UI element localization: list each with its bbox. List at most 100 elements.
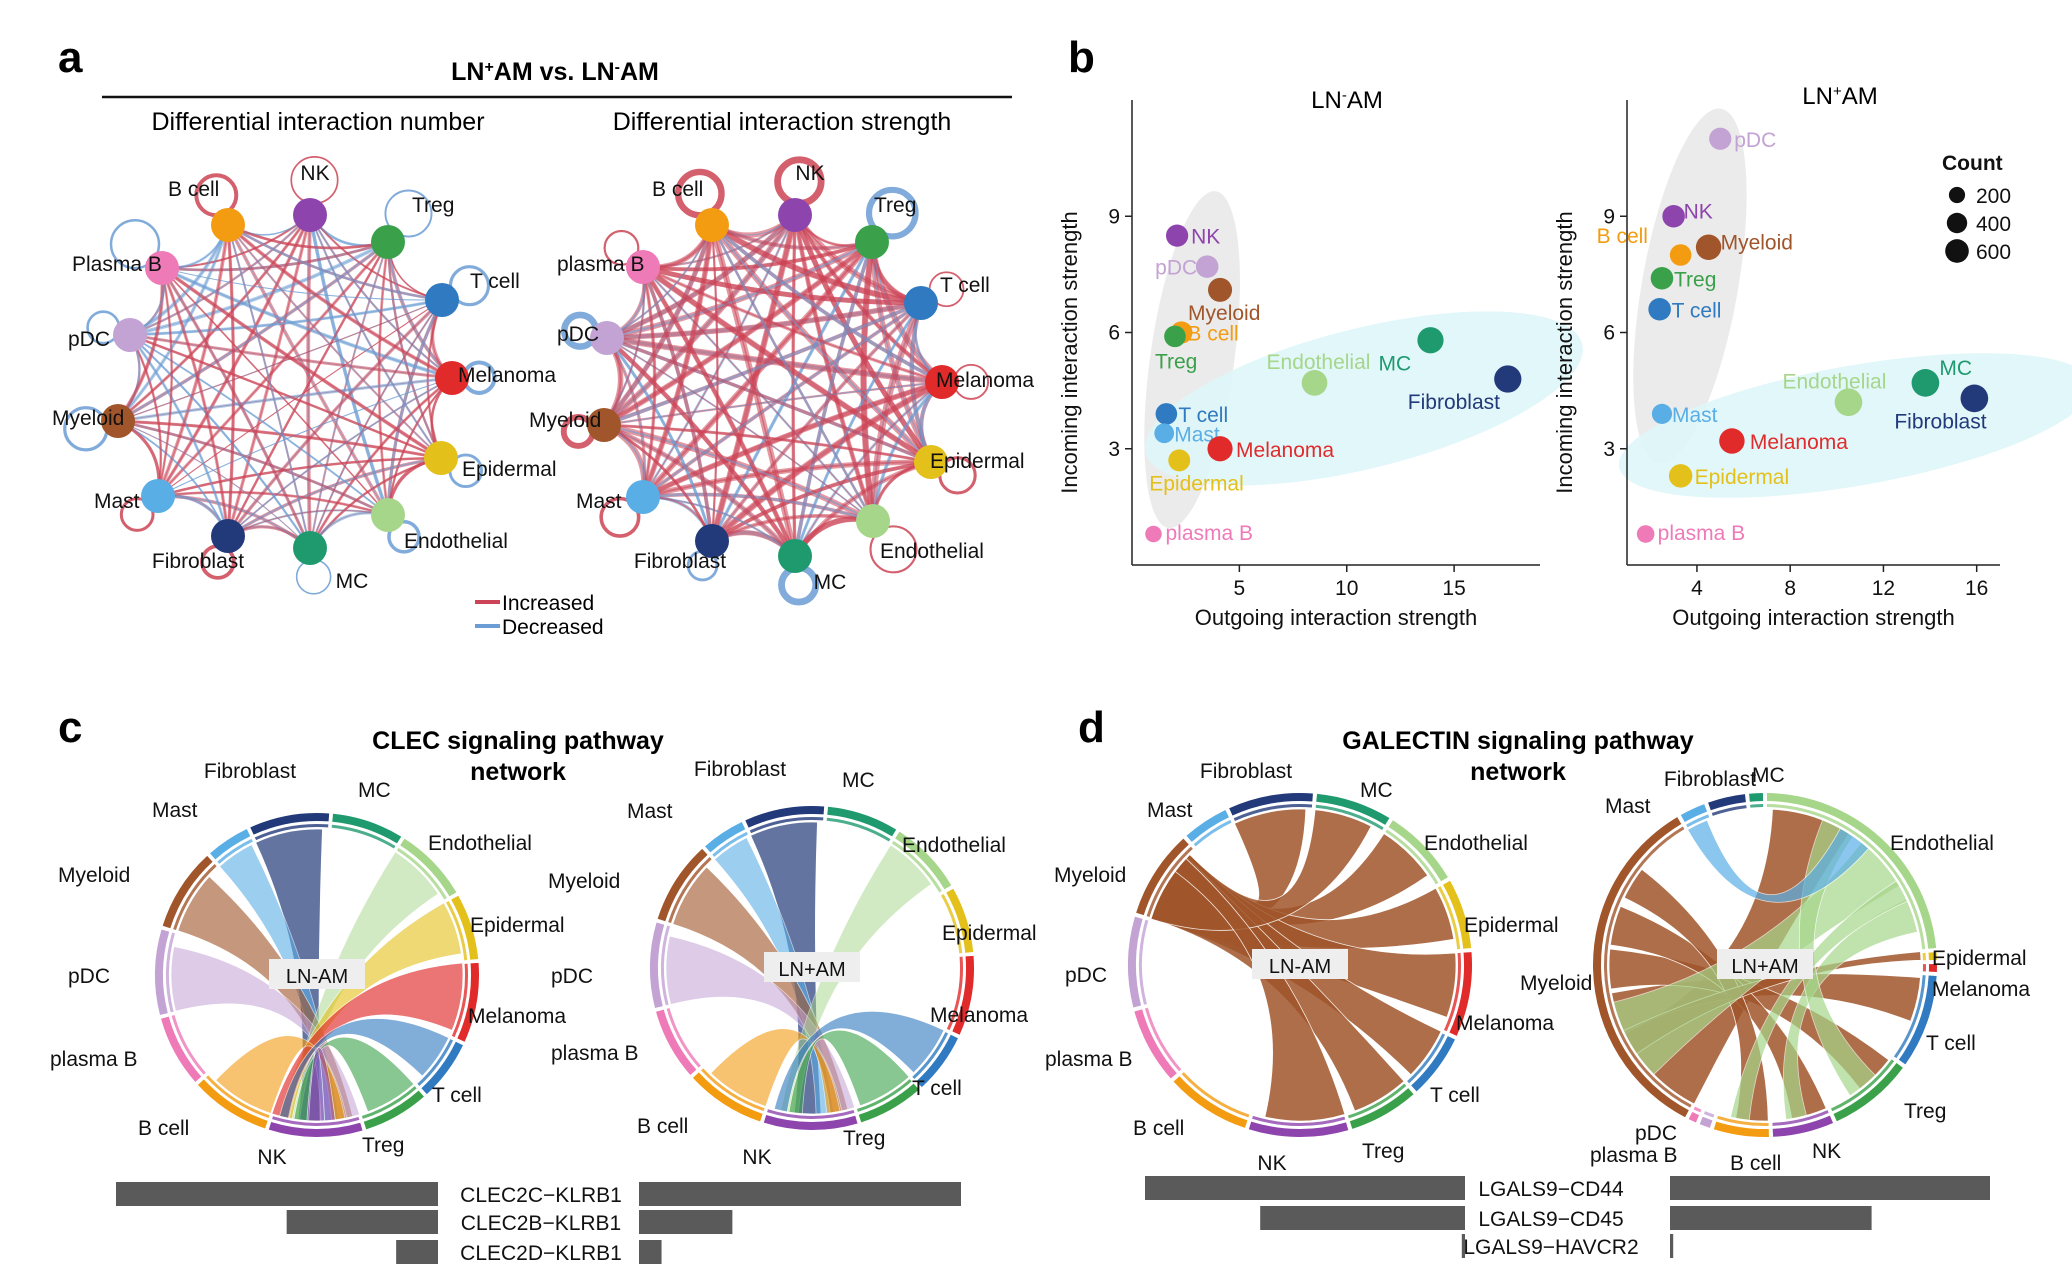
sector-t-cell	[421, 1041, 463, 1095]
interaction-edge	[606, 337, 874, 522]
node-endothelial	[371, 498, 405, 532]
interaction-edge	[603, 424, 874, 522]
sector-label-melanoma: Melanoma	[930, 1004, 1028, 1027]
sector-label-myeloid: Myeloid	[1520, 972, 1592, 995]
sector-inner-mast	[1193, 819, 1232, 847]
point-myeloid	[1695, 234, 1722, 260]
x-tick-label: 8	[1784, 577, 1796, 600]
sector-inner-pdc	[661, 925, 670, 1006]
point-label-plasma-b: plasma B	[1165, 522, 1253, 545]
node-label-plasma-b: Plasma B	[72, 253, 162, 276]
interaction-edge	[642, 493, 874, 523]
cluster-ellipse-cyan	[1144, 311, 1583, 486]
interaction-edge	[157, 456, 442, 498]
size-legend-dot	[1948, 186, 1966, 204]
sector-inner-b-cell	[701, 1068, 765, 1112]
bar-ln-am-lgals9-havcr2	[1461, 1234, 1465, 1258]
interaction-edge	[606, 336, 932, 464]
sector-epidermal	[946, 888, 974, 953]
clec-chord-ln-plus: LN+AM Fibroblast MC Endothelial Epidermal Mel…	[548, 758, 1037, 1169]
point-nk	[1662, 204, 1685, 228]
interaction-edge	[117, 299, 443, 422]
point-label-pdc: pDC	[1734, 129, 1776, 152]
sector-label-mast: Mast	[152, 799, 198, 822]
interaction-edge	[710, 222, 922, 307]
point-b-cell	[1669, 244, 1692, 266]
sector-myeloid	[1593, 817, 1689, 1118]
sector-inner-myeloid	[1146, 846, 1193, 917]
point-label-myeloid: Myeloid	[1188, 302, 1260, 325]
sector-label-treg: Treg	[1362, 1140, 1404, 1163]
sector-inner-mc	[1315, 804, 1384, 831]
bar-label-lgals9-havcr2: LGALS9−HAVCR2	[1463, 1236, 1638, 1259]
sector-inner-melanoma	[1922, 964, 1926, 972]
center-label-box	[269, 959, 365, 989]
center-label-box	[1717, 949, 1813, 979]
y-tick-label: 9	[1108, 205, 1120, 228]
sector-endothelial	[400, 838, 457, 897]
sector-inner-myeloid	[173, 864, 217, 931]
sector-inner-plasma-b	[1144, 1007, 1182, 1072]
sector-pdc	[155, 929, 170, 1016]
sector-label-mc: MC	[358, 779, 391, 802]
interaction-edge	[156, 240, 390, 498]
y-axis-label: Incoming interaction strength	[1552, 211, 1577, 494]
interaction-edge	[710, 380, 943, 543]
interaction-edge	[156, 267, 173, 497]
node-t-cell	[425, 283, 459, 317]
bar-ln-am-lgals9-cd45	[1260, 1206, 1465, 1230]
galectin-lr-bars: LGALS9−CD44 LGALS9−CD45 LGALS9−HAVCR2	[1145, 1176, 1990, 1259]
sector-t-cell	[1898, 975, 1937, 1065]
chord-pdc-to-nk	[665, 935, 856, 1112]
interaction-edge	[602, 224, 715, 427]
interaction-edge	[160, 266, 442, 460]
x-tick-label: 16	[1965, 577, 1988, 600]
legend-increased-label: Increased	[502, 592, 594, 615]
point-plasma-b	[1636, 525, 1655, 543]
point-treg	[1164, 325, 1186, 348]
sector-mc	[1749, 793, 1764, 802]
node-label-endothelial: Endothelial	[404, 530, 508, 553]
sector-inner-fibroblast	[749, 817, 824, 834]
sector-inner-epidermal	[446, 901, 468, 961]
sector-label-b-cell: B cell	[637, 1115, 688, 1138]
clec-lr-bars: CLEC2C−KLRB1 CLEC2B−KLRB1 CLEC2D−KLRB1	[116, 1182, 961, 1265]
sector-inner-plasma-b	[171, 1015, 206, 1075]
sector-mc	[827, 806, 897, 837]
interaction-edge	[710, 224, 875, 522]
node-label-treg: Treg	[874, 194, 916, 217]
sector-inner-b-cell	[1717, 1115, 1769, 1126]
point-label-b-cell: B cell	[1597, 225, 1648, 248]
interaction-edge	[227, 377, 453, 537]
sector-label-endothelial: Endothelial	[1424, 832, 1528, 855]
node-label-mast: Mast	[94, 490, 140, 513]
node-myeloid	[101, 404, 135, 438]
sector-plasma-b	[1688, 1112, 1700, 1123]
node-label-myeloid: Myeloid	[52, 407, 124, 430]
sector-melanoma	[457, 962, 479, 1042]
sector-epidermal	[1928, 952, 1937, 961]
sector-inner-mast	[1686, 814, 1710, 828]
interaction-edge	[606, 334, 943, 386]
sector-label-t-cell: T cell	[912, 1077, 962, 1100]
interaction-edge	[129, 214, 311, 336]
sector-inner-pdc	[1703, 1111, 1715, 1118]
panel-b-label: b	[1068, 33, 1095, 82]
sector-label-b-cell: B cell	[1730, 1152, 1781, 1175]
sector-inner-fibroblast	[254, 823, 329, 841]
interaction-edge	[227, 223, 389, 250]
x-tick-label: 4	[1691, 577, 1703, 600]
sector-endothelial	[895, 831, 952, 890]
interaction-edge	[711, 224, 932, 463]
sector-b-cell	[692, 1072, 763, 1122]
bar-ln-am-clec2b-klrb1	[286, 1210, 438, 1234]
interaction-edge	[710, 460, 932, 543]
sector-t-cell	[916, 1034, 958, 1088]
self-loop	[384, 189, 433, 238]
galectin-chord-ln-minus: LN-AM Fibroblast MC Endothelial Epidermal Mel…	[1045, 760, 1559, 1175]
x-tick-label: 5	[1234, 577, 1246, 600]
self-loop	[387, 520, 421, 554]
point-melanoma	[1719, 428, 1745, 454]
sector-label-b-cell: B cell	[1133, 1117, 1184, 1140]
